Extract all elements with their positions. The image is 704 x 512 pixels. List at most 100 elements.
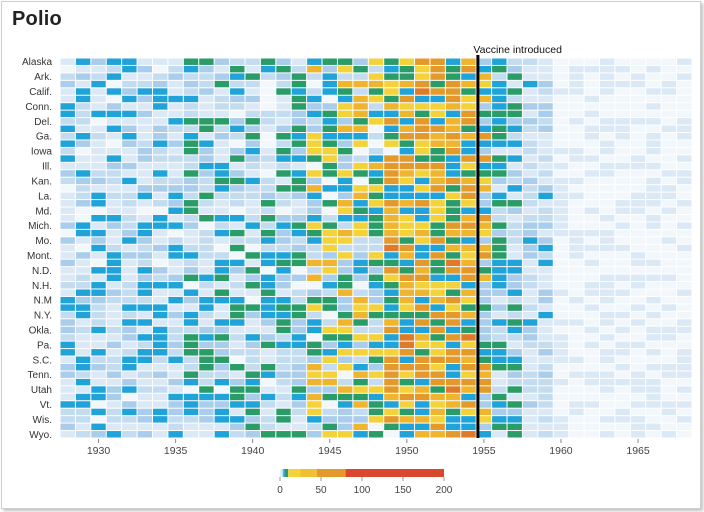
heatmap-cell bbox=[630, 259, 646, 267]
heatmap-cell bbox=[476, 147, 492, 155]
heatmap-cell bbox=[553, 140, 569, 147]
heatmap-cell bbox=[322, 80, 337, 88]
heatmap-cell bbox=[122, 259, 137, 267]
heatmap-cell bbox=[199, 65, 214, 73]
heatmap-cell bbox=[368, 259, 384, 267]
heatmap-cell bbox=[91, 423, 106, 431]
heatmap-cell bbox=[522, 103, 538, 110]
heatmap-cell bbox=[168, 289, 183, 296]
heatmap-cell bbox=[91, 185, 106, 192]
heatmap-cell bbox=[399, 237, 415, 244]
heatmap-cell bbox=[276, 371, 291, 378]
heatmap-cell bbox=[322, 304, 337, 311]
state-label: Pa. bbox=[37, 340, 52, 351]
heatmap-cell bbox=[507, 214, 522, 222]
heatmap-cell bbox=[168, 349, 183, 356]
heatmap-cell bbox=[368, 140, 384, 147]
heatmap-cell bbox=[600, 133, 615, 140]
heatmap-cell bbox=[106, 58, 122, 65]
heatmap-cell bbox=[492, 356, 507, 363]
heatmap-cell bbox=[553, 386, 569, 393]
heatmap-cell bbox=[507, 177, 522, 185]
heatmap-cell bbox=[430, 207, 445, 214]
heatmap-cell bbox=[183, 155, 199, 162]
heatmap-cell bbox=[322, 431, 337, 438]
heatmap-cell bbox=[276, 118, 291, 125]
heatmap-cell bbox=[600, 73, 615, 80]
heatmap-cell bbox=[584, 88, 600, 95]
heatmap-cell bbox=[569, 334, 584, 341]
heatmap-cell bbox=[522, 311, 538, 319]
heatmap-cell bbox=[276, 289, 291, 296]
heatmap-cell bbox=[75, 386, 91, 393]
heatmap-cell bbox=[60, 363, 75, 371]
legend-swatch bbox=[300, 469, 317, 477]
heatmap-cell bbox=[646, 147, 661, 155]
heatmap-cell bbox=[430, 259, 445, 267]
heatmap-cell bbox=[584, 267, 600, 274]
heatmap-cell bbox=[276, 296, 291, 304]
heatmap-cell bbox=[630, 408, 646, 416]
heatmap-cell bbox=[584, 252, 600, 259]
heatmap-cell bbox=[445, 214, 461, 222]
heatmap-cell bbox=[646, 267, 661, 274]
heatmap-cell bbox=[553, 222, 569, 229]
heatmap-cell bbox=[353, 118, 368, 125]
heatmap-cell bbox=[600, 229, 615, 237]
state-label: Okla. bbox=[29, 325, 52, 336]
heatmap-cell bbox=[276, 177, 291, 185]
heatmap-cell bbox=[307, 147, 322, 155]
heatmap-cell bbox=[137, 192, 152, 200]
heatmap-cell bbox=[75, 252, 91, 259]
heatmap-cell bbox=[615, 103, 630, 110]
heatmap-cell bbox=[553, 349, 569, 356]
heatmap-cell bbox=[384, 58, 399, 65]
heatmap-cell bbox=[399, 207, 415, 214]
heatmap-cell bbox=[584, 408, 600, 416]
heatmap-cell bbox=[291, 185, 307, 192]
heatmap-cell bbox=[553, 363, 569, 371]
heatmap-cell bbox=[106, 423, 122, 431]
heatmap-cell bbox=[507, 252, 522, 259]
heatmap-cell bbox=[368, 393, 384, 401]
heatmap-cell bbox=[384, 274, 399, 282]
heatmap-cell bbox=[445, 401, 461, 408]
heatmap-cell bbox=[553, 267, 569, 274]
heatmap-cell bbox=[307, 296, 322, 304]
heatmap-cell bbox=[677, 110, 692, 118]
heatmap-cell bbox=[384, 311, 399, 319]
heatmap-cell bbox=[230, 222, 245, 229]
heatmap-cell bbox=[445, 259, 461, 267]
heatmap-cell bbox=[492, 185, 507, 192]
heatmap-cell bbox=[538, 73, 553, 80]
heatmap-cell bbox=[183, 289, 199, 296]
heatmap-cell bbox=[353, 267, 368, 274]
heatmap-cell bbox=[492, 65, 507, 73]
heatmap-cell bbox=[106, 200, 122, 207]
heatmap-cell bbox=[507, 88, 522, 95]
heatmap-cell bbox=[122, 244, 137, 252]
heatmap-cell bbox=[137, 58, 152, 65]
heatmap-cell bbox=[337, 401, 353, 408]
heatmap-cell bbox=[399, 282, 415, 289]
heatmap-cell bbox=[615, 140, 630, 147]
heatmap-cell bbox=[91, 177, 106, 185]
heatmap-cell bbox=[168, 393, 183, 401]
heatmap-cell bbox=[322, 401, 337, 408]
heatmap-cell bbox=[152, 349, 168, 356]
heatmap-cell bbox=[677, 408, 692, 416]
heatmap-cell bbox=[630, 371, 646, 378]
heatmap-cell bbox=[183, 282, 199, 289]
state-label: Kan. bbox=[31, 176, 52, 187]
heatmap-cell bbox=[538, 88, 553, 95]
legend-tick-label: 50 bbox=[315, 485, 327, 496]
heatmap-cell bbox=[461, 103, 476, 110]
heatmap-cell bbox=[461, 162, 476, 170]
heatmap-cell bbox=[91, 110, 106, 118]
heatmap-cell bbox=[91, 431, 106, 438]
heatmap-cell bbox=[615, 237, 630, 244]
heatmap-cell bbox=[230, 110, 245, 118]
heatmap-cell bbox=[507, 155, 522, 162]
legend-tick-label: 150 bbox=[395, 485, 412, 496]
heatmap-cell bbox=[91, 118, 106, 125]
